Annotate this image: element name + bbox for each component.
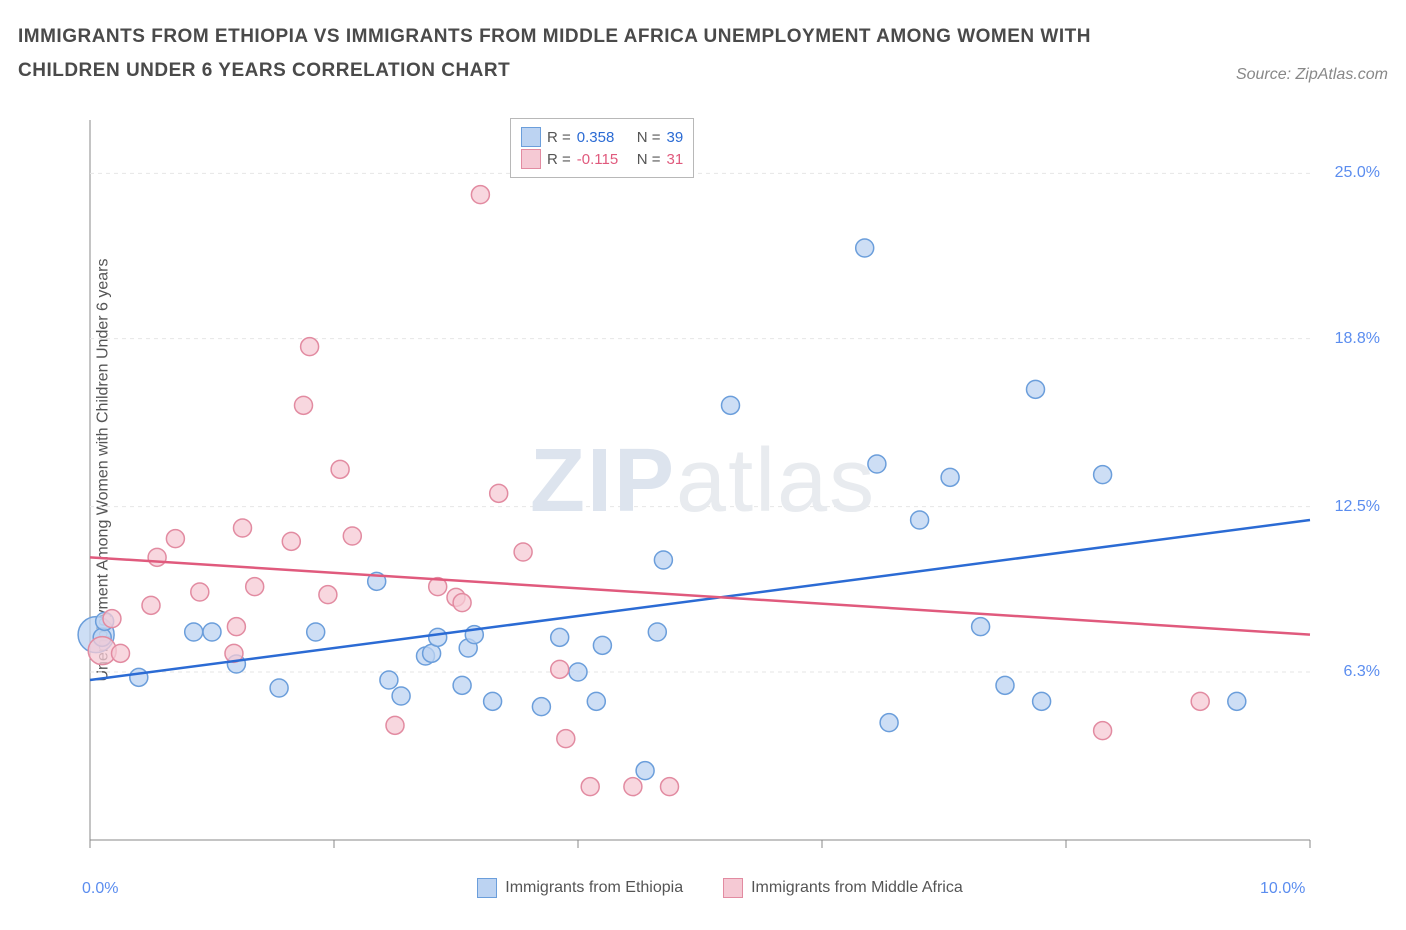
series-legend-item: Immigrants from Middle Africa [723, 878, 963, 898]
legend-r-value: -0.115 [577, 151, 631, 168]
legend-swatch-icon [723, 878, 743, 898]
legend-swatch-icon [521, 149, 541, 169]
x-tick-label: 10.0% [1260, 880, 1305, 898]
series-legend-label: Immigrants from Ethiopia [505, 879, 683, 897]
correlation-legend-row: R = 0.358 N = 39 [521, 127, 683, 147]
correlation-legend: R = 0.358 N = 39 R = -0.115 N = 31 [510, 118, 694, 178]
legend-swatch-icon [521, 127, 541, 147]
x-tick-label: 0.0% [82, 880, 118, 898]
y-tick-label: 6.3% [1344, 663, 1380, 681]
chart-source: Source: ZipAtlas.com [1236, 66, 1388, 84]
chart-header: IMMIGRANTS FROM ETHIOPIA VS IMMIGRANTS F… [18, 20, 1388, 88]
legend-r-value: 0.358 [577, 129, 631, 146]
chart-title: IMMIGRANTS FROM ETHIOPIA VS IMMIGRANTS F… [18, 20, 1108, 88]
series-legend: Immigrants from Ethiopia Immigrants from … [70, 878, 1370, 898]
legend-n-value: 39 [667, 129, 684, 146]
legend-r-label: R = [547, 151, 571, 168]
legend-n-label: N = [637, 151, 661, 168]
scatter-chart-svg [70, 110, 1370, 870]
correlation-legend-row: R = -0.115 N = 31 [521, 149, 683, 169]
series-legend-label: Immigrants from Middle Africa [751, 879, 963, 897]
legend-swatch-icon [477, 878, 497, 898]
legend-n-label: N = [637, 129, 661, 146]
plot-area: Unemployment Among Women with Children U… [70, 110, 1370, 870]
series-legend-item: Immigrants from Ethiopia [477, 878, 683, 898]
legend-r-label: R = [547, 129, 571, 146]
y-tick-label: 25.0% [1335, 164, 1380, 182]
y-tick-label: 18.8% [1335, 330, 1380, 348]
legend-n-value: 31 [667, 151, 684, 168]
y-tick-label: 12.5% [1335, 498, 1380, 516]
